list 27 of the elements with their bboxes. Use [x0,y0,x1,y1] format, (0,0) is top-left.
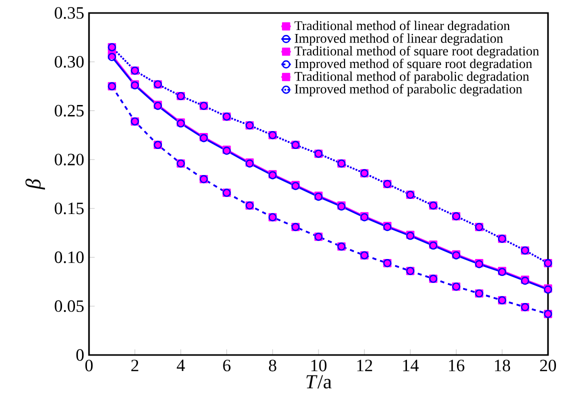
x-tick-label: 14 [403,360,419,372]
x-tick-label: 20 [540,360,556,372]
y-tick-label: 0.25 [54,104,84,117]
x-axis-title: T/a [306,375,332,388]
y-tick-label: 0.30 [54,56,84,68]
x-tick-label: 16 [449,360,464,372]
legend-label: Improved method of square root degradation [294,58,532,71]
y-tick-label: 0.35 [54,7,84,19]
x-tick-label: 8 [268,360,276,372]
x-tick-label: 18 [494,360,510,372]
y-tick-label: 0.05 [54,300,84,312]
x-tick-label: 4 [176,360,185,372]
x-tick-label: 12 [357,360,372,372]
y-tick-label: 0 [76,349,84,361]
x-tick-label: 2 [131,360,138,372]
x-tick-label: 6 [223,360,231,372]
y-axis-title: β [25,178,45,190]
y-tick-label: 0.10 [54,251,84,264]
y-tick-label: 0.20 [54,154,84,166]
legend-label: Traditional method of parabolic degradation [294,71,530,84]
legend-label: Traditional method of square root degradation [294,46,539,58]
y-tick-label: 0.15 [54,202,84,214]
x-tick-label: 0 [85,360,93,372]
legend-label: Improved method of parabolic degradation [294,84,522,96]
legend-label: Improved method of linear degradation [294,33,503,46]
legend-label: Traditional method of linear degradation [294,20,510,33]
x-tick-label: 10 [311,360,326,372]
